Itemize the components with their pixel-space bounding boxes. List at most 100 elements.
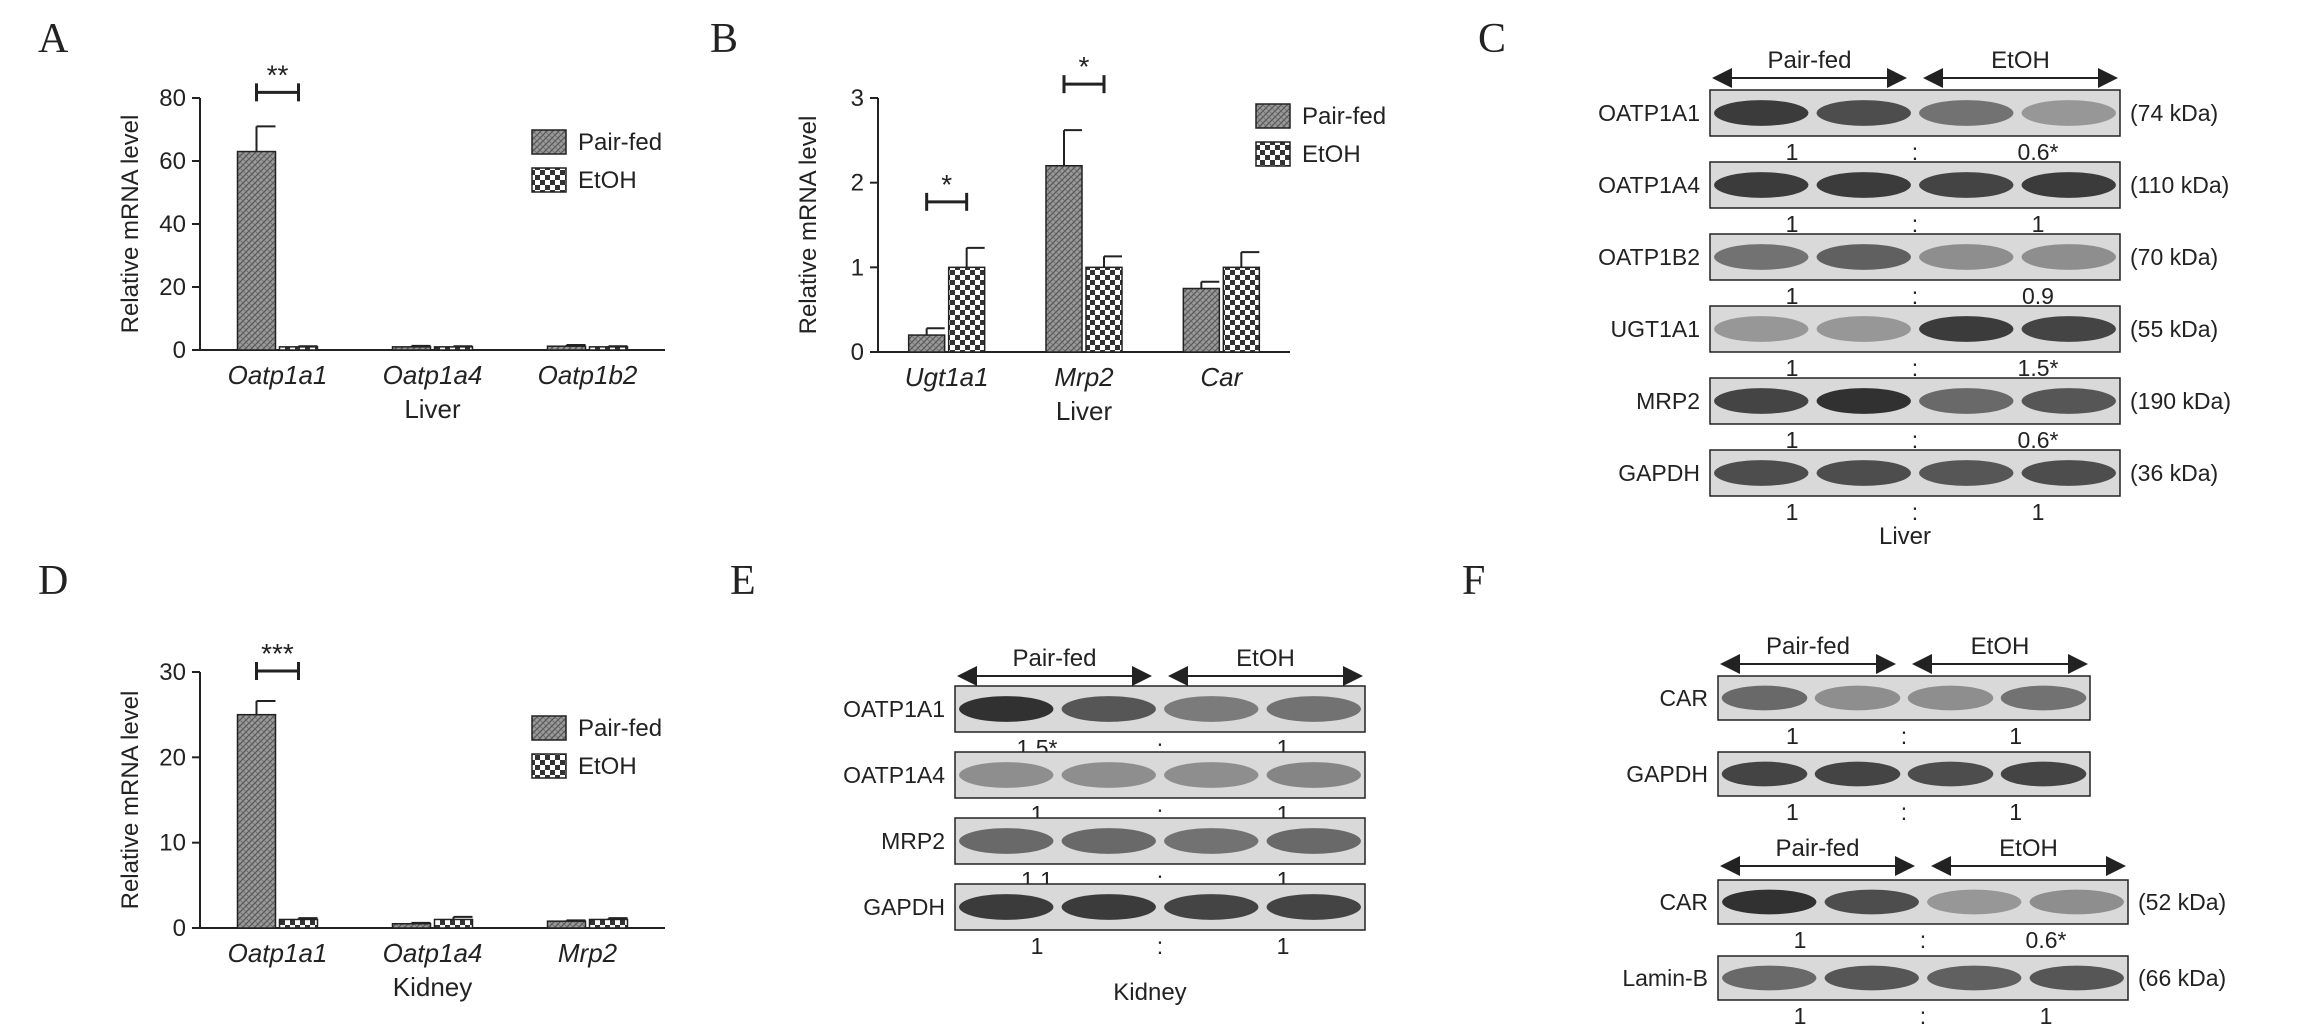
bar-chart-a: 0 20 40 60 80 Relative mRNA level Oatp1a1 Oatp1…	[117, 59, 665, 424]
group-label-pair-fed: Pair-fed	[1766, 633, 1850, 660]
blot-band	[2029, 965, 2124, 991]
molecular-weight-label: (70 kDa)	[2130, 244, 2218, 270]
blot-band	[1816, 172, 1911, 198]
blot-band	[1919, 244, 2014, 270]
blot-band	[1722, 889, 1817, 915]
blot-band	[2021, 460, 2116, 486]
category-label: Car	[1200, 362, 1243, 392]
blot-band	[1814, 685, 1901, 711]
molecular-weight-label: (110 kDa)	[2130, 172, 2229, 198]
panel-letter-e: E	[730, 558, 756, 604]
quant-pair-fed: 1	[1786, 211, 1799, 237]
quant-pair-fed: 1	[1786, 427, 1799, 453]
panel-letter-a: A	[38, 16, 69, 62]
blot-band	[1816, 388, 1911, 414]
legend-label: EtOH	[1302, 141, 1361, 168]
legend-label: Pair-fed	[578, 129, 662, 156]
bar-etoh	[278, 346, 319, 351]
blot-band	[1061, 696, 1156, 722]
y-tick-label: 2	[851, 170, 864, 197]
blot-band	[1061, 828, 1156, 854]
legend-label: Pair-fed	[578, 715, 662, 742]
bar-etoh	[433, 346, 474, 351]
group-label-pair-fed: Pair-fed	[1767, 47, 1851, 74]
blot-band	[1919, 172, 2014, 198]
blot-band	[2021, 244, 2116, 270]
blot-band	[1816, 244, 1911, 270]
significance-label: ***	[261, 638, 294, 669]
blot-band	[2000, 685, 2087, 711]
quant-etoh: 1	[1277, 933, 1290, 959]
quant-etoh: 0.6*	[2018, 139, 2059, 165]
blot-band	[959, 762, 1054, 788]
blot-band	[959, 696, 1054, 722]
panel-letter-d: D	[38, 558, 68, 604]
significance-label: *	[1079, 51, 1090, 82]
group-label-etoh: EtOH	[1236, 645, 1295, 672]
bar-pair-fed	[391, 346, 432, 351]
y-tick-label: 1	[851, 254, 864, 281]
bar-chart-b: 0 1 2 3 Relative mRNA level Ugt1a1 Mrp2 Car Live…	[795, 51, 1386, 426]
blot-band	[2029, 889, 2124, 915]
blot-band	[2000, 761, 2087, 787]
blot-band	[1927, 889, 2022, 915]
category-label: Oatp1a1	[228, 360, 328, 390]
blot-band	[1721, 685, 1808, 711]
quant-etoh: 1	[2009, 723, 2022, 749]
group-label-pair-fed: Pair-fed	[1775, 835, 1859, 862]
category-label: Oatp1b2	[538, 360, 638, 390]
y-tick-label: 20	[159, 744, 186, 771]
quant-pair-fed: 1	[1786, 355, 1799, 381]
blot-band	[1714, 388, 1809, 414]
blot-band	[1919, 316, 2014, 342]
protein-label: OATP1A1	[1598, 100, 1700, 126]
blot-band	[1714, 172, 1809, 198]
category-label: Oatp1a1	[228, 938, 328, 968]
quant-etoh: 1	[2009, 799, 2022, 825]
quant-etoh: 0.9	[2022, 283, 2054, 309]
quant-etoh: 1	[2040, 1003, 2053, 1029]
category-label: Oatp1a4	[383, 938, 483, 968]
quant-pair-fed: 1	[1786, 283, 1799, 309]
group-label-pair-fed: Pair-fed	[1012, 645, 1096, 672]
blot-band	[1816, 460, 1911, 486]
blot-band	[2021, 316, 2116, 342]
y-tick-label: 0	[173, 337, 186, 364]
bar-etoh	[947, 266, 986, 353]
blot-band	[1721, 761, 1808, 787]
legend-swatch-pair-fed	[531, 129, 567, 155]
bar-pair-fed	[546, 920, 587, 929]
legend-swatch-pair-fed	[531, 715, 567, 741]
bar-etoh	[588, 346, 629, 351]
bar-pair-fed	[236, 713, 277, 929]
category-label: Mrp2	[558, 938, 618, 968]
protein-label: OATP1A1	[843, 696, 945, 722]
y-tick-label: 0	[851, 339, 864, 366]
bar-etoh	[1085, 266, 1123, 353]
quant-separator: :	[1912, 283, 1918, 309]
quant-etoh: 1	[2032, 211, 2045, 237]
quant-separator: :	[1901, 799, 1907, 825]
quant-pair-fed: 1	[1786, 499, 1799, 525]
legend-swatch-pair-fed	[1255, 103, 1291, 129]
tissue-label: Liver	[1879, 523, 1931, 550]
x-axis-label: Liver	[404, 394, 461, 424]
protein-label: CAR	[1659, 889, 1708, 915]
molecular-weight-label: (55 kDa)	[2130, 316, 2218, 342]
quant-separator: :	[1912, 499, 1918, 525]
blot-band	[1816, 100, 1911, 126]
group-label-etoh: EtOH	[1991, 47, 2050, 74]
blot-band	[1714, 244, 1809, 270]
legend-swatch-etoh	[1255, 141, 1291, 167]
y-tick-label: 30	[159, 659, 186, 686]
molecular-weight-label: (52 kDa)	[2138, 889, 2226, 915]
quant-separator: :	[1901, 723, 1907, 749]
blot-band	[1816, 316, 1911, 342]
blot-band	[2021, 100, 2116, 126]
blot-band	[1907, 685, 1994, 711]
protein-label: GAPDH	[1618, 460, 1700, 486]
quant-separator: :	[1912, 139, 1918, 165]
tissue-label: Kidney	[1113, 979, 1186, 1006]
y-axis-label: Relative mRNA level	[117, 691, 144, 910]
